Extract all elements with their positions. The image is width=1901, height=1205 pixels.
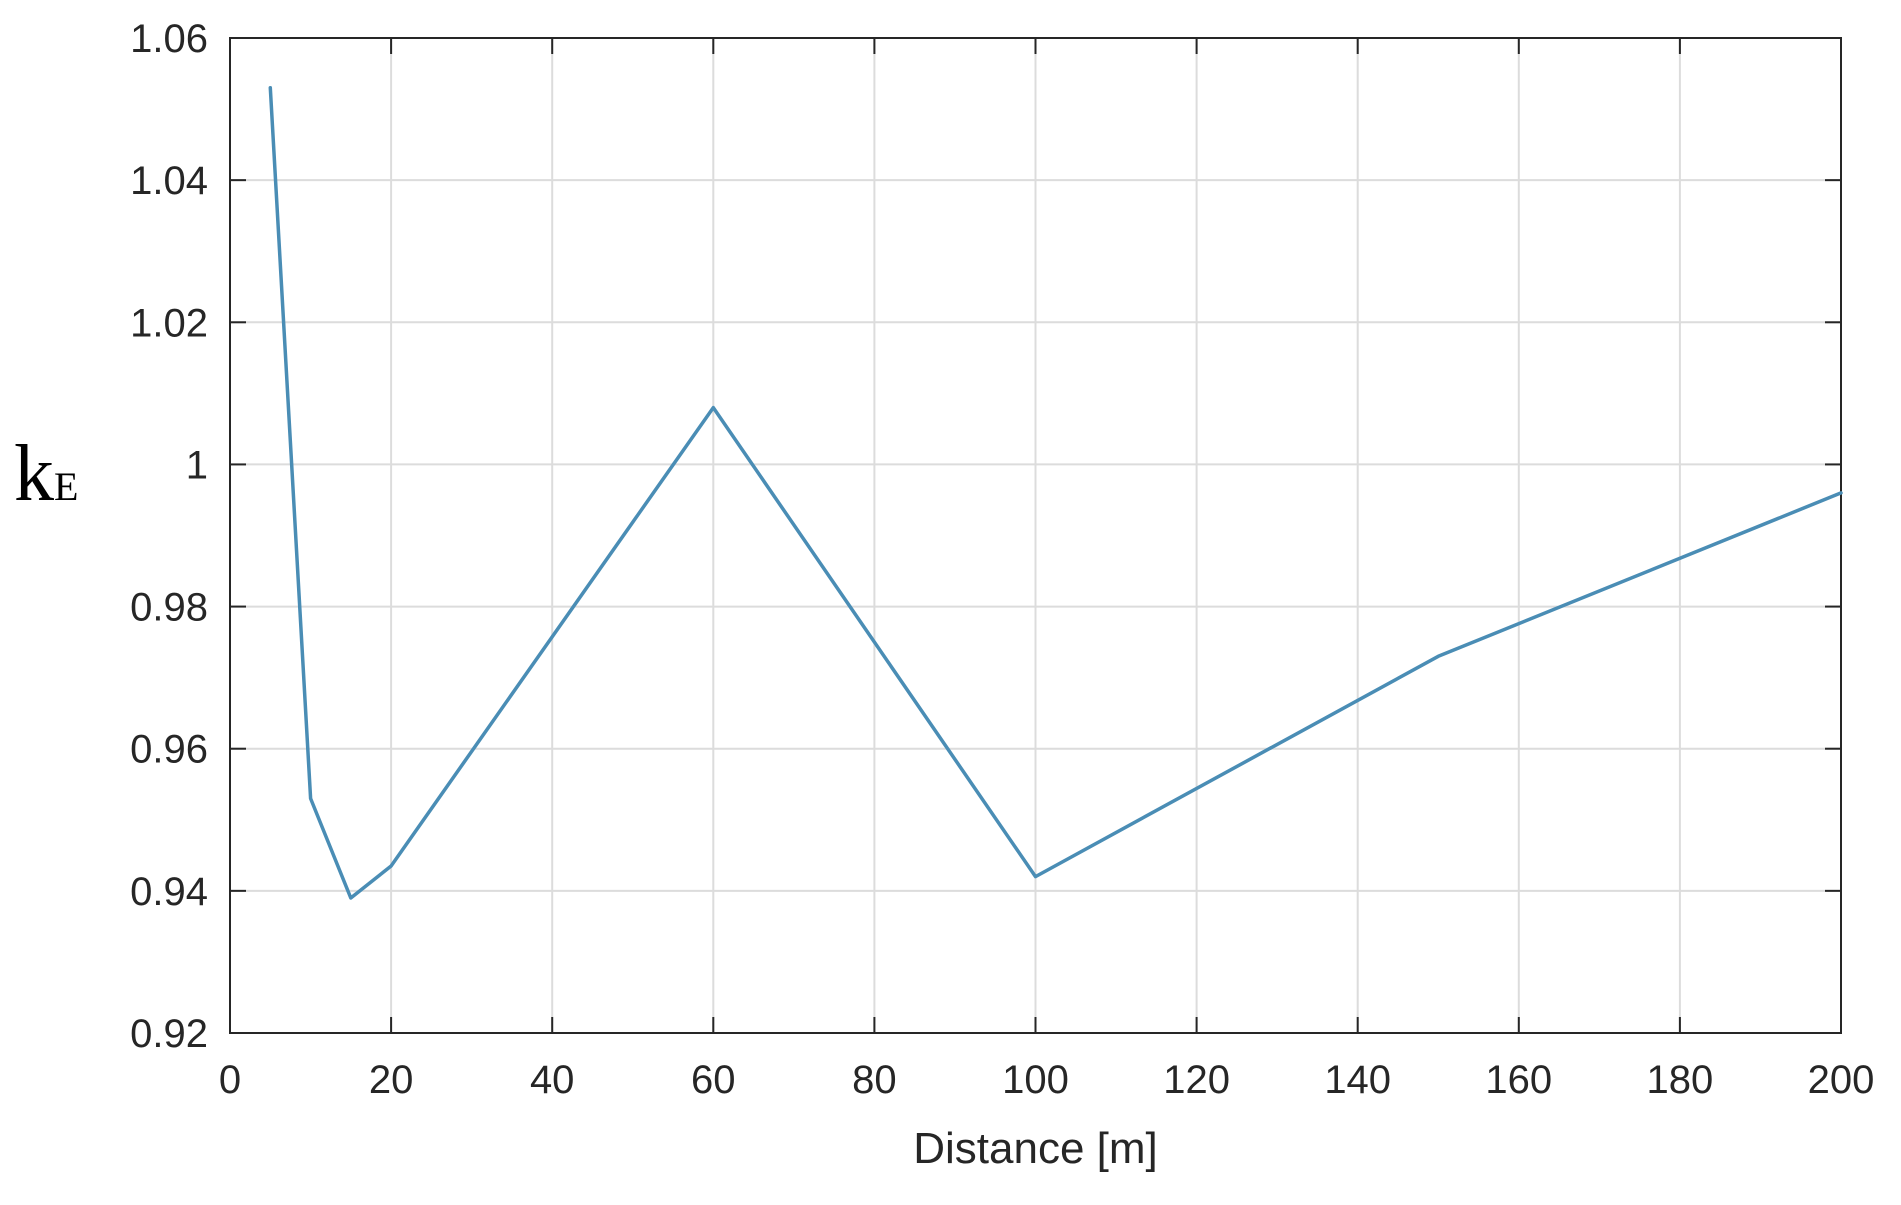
y-tick-label: 1.04 — [130, 159, 208, 203]
series-line — [268, 86, 1843, 900]
axis-ticks — [229, 37, 1842, 1034]
x-tick-label: 80 — [852, 1058, 897, 1102]
tick-labels: 0 20 40 60 80 100 120 140 160 180 200 0.92 0.94 0.96 0… — [130, 17, 1874, 1102]
x-tick-label: 20 — [369, 1058, 414, 1102]
x-tick-label: 40 — [530, 1058, 575, 1102]
x-tick-label: 0 — [219, 1058, 241, 1102]
y-tick-label: 0.96 — [130, 728, 208, 772]
y-axis-label: kE — [14, 430, 78, 518]
y-tick-label: 1.06 — [130, 17, 208, 61]
series-layer — [268, 86, 1843, 900]
x-tick-label: 140 — [1324, 1058, 1391, 1102]
y-axis-label-main: k — [14, 430, 54, 518]
y-tick-label: 1 — [186, 443, 208, 487]
x-tick-label: 60 — [691, 1058, 736, 1102]
x-tick-label: 120 — [1163, 1058, 1230, 1102]
y-tick-label: 1.02 — [130, 301, 208, 345]
x-axis-label: Distance [m] — [913, 1124, 1158, 1173]
y-axis-label-subscript: E — [54, 464, 78, 509]
y-tick-label: 0.92 — [130, 1012, 208, 1056]
x-tick-label: 160 — [1485, 1058, 1552, 1102]
x-tick-label: 200 — [1808, 1058, 1875, 1102]
y-tick-label: 0.98 — [130, 586, 208, 630]
x-tick-label: 100 — [1002, 1058, 1069, 1102]
y-tick-label: 0.94 — [130, 870, 208, 914]
x-tick-label: 180 — [1647, 1058, 1714, 1102]
